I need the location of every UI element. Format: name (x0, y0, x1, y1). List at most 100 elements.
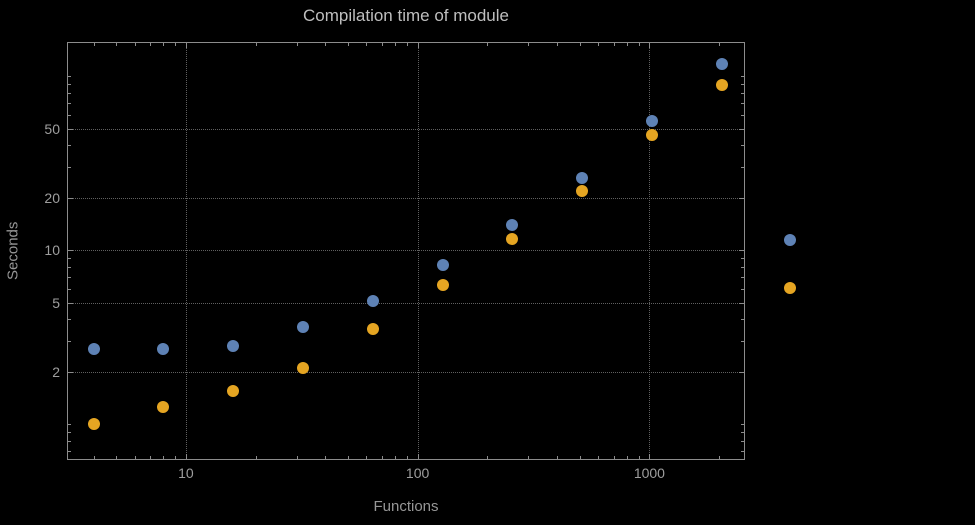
x-tick-mark (407, 456, 408, 459)
y-tick-label: 20 (44, 189, 60, 206)
data-point-series-2 (297, 362, 309, 374)
data-point-series-2 (715, 78, 728, 91)
y-gridline (68, 371, 744, 373)
x-tick-label: 1000 (633, 465, 665, 481)
x-tick-mark (347, 456, 349, 459)
x-tick-mark (528, 43, 530, 46)
y-tick-mark (741, 103, 744, 105)
y-gridline (68, 128, 744, 130)
y-gridline (68, 197, 744, 199)
data-point-series-1 (436, 259, 449, 272)
y-tick-mark (741, 84, 744, 86)
x-tick-label: 10 (178, 465, 194, 481)
y-tick-mark (741, 341, 744, 343)
y-gridline (68, 250, 744, 252)
x-tick-mark (93, 43, 95, 46)
x-tick-mark (579, 43, 581, 46)
y-tick-label: 5 (52, 294, 60, 311)
data-point-series-2 (87, 418, 100, 431)
y-tick-mark (68, 114, 71, 116)
data-point-series-2 (366, 323, 379, 336)
data-point-series-2 (506, 232, 519, 245)
x-tick-mark (407, 43, 408, 46)
x-tick-mark (175, 43, 177, 46)
y-tick-mark (68, 319, 71, 321)
y-tick-mark (741, 167, 744, 169)
x-tick-mark (134, 456, 136, 459)
y-tick-label: 50 (44, 120, 60, 137)
x-tick-mark (613, 456, 615, 459)
x-tick-mark (557, 43, 559, 46)
y-tick-mark (68, 103, 71, 105)
data-point-series-1 (87, 343, 100, 355)
x-tick-mark (649, 43, 651, 48)
y-tick-mark (68, 258, 71, 260)
y-tick-mark (68, 93, 71, 94)
x-tick-mark (296, 43, 298, 46)
x-tick-mark (255, 456, 257, 459)
plot-area: 10 100 1000 2 5 10 20 50 (44, 42, 745, 481)
x-tick-mark (366, 43, 368, 46)
data-point-series-1 (366, 295, 379, 307)
legend (784, 234, 796, 296)
y-tick-mark (739, 128, 744, 130)
x-tick-mark (719, 456, 721, 459)
data-point-series-2 (157, 401, 170, 414)
x-tick-mark (134, 43, 136, 46)
x-tick-mark (93, 456, 95, 459)
x-tick-mark (150, 456, 151, 459)
y-tick-mark (741, 288, 744, 290)
y-tick-mark (741, 432, 744, 433)
x-tick-mark (163, 456, 165, 459)
y-tick-mark (68, 302, 73, 304)
y-tick-mark (68, 440, 71, 442)
x-tick-mark (487, 456, 489, 459)
y-tick-mark (68, 424, 71, 426)
y-tick-mark (741, 440, 744, 442)
data-point-series-2 (576, 184, 588, 197)
y-tick-mark (741, 114, 744, 116)
data-point-series-1 (645, 115, 658, 128)
x-tick-mark (598, 43, 599, 46)
y-axis-label: Seconds (4, 221, 22, 281)
x-tick-mark (325, 456, 327, 459)
x-tick-mark (296, 456, 298, 459)
x-tick-mark (381, 456, 383, 459)
y-tick-mark (739, 371, 744, 373)
x-tick-mark (638, 456, 640, 459)
y-tick-mark (68, 167, 71, 169)
x-tick-mark (417, 43, 419, 48)
y-tick-mark (739, 250, 744, 252)
x-axis-label: Functions (373, 498, 439, 515)
x-tick-mark (395, 456, 397, 459)
y-tick-mark (739, 197, 744, 199)
y-tick-mark (68, 277, 71, 279)
y-tick-mark (741, 145, 744, 147)
x-tick-mark (395, 43, 397, 46)
x-tick-mark (613, 43, 615, 46)
y-tick-mark (741, 258, 744, 260)
y-tick-label: 2 (52, 363, 60, 380)
x-tick-mark (598, 456, 599, 459)
x-tick-mark (185, 43, 187, 48)
y-tick-mark (741, 451, 744, 452)
x-tick-mark (255, 43, 257, 46)
data-point-series-1 (506, 218, 519, 231)
y-tick-label: 10 (44, 242, 60, 259)
x-tick-mark (381, 43, 383, 46)
x-tick-mark (150, 43, 151, 46)
x-tick-mark (175, 456, 177, 459)
x-tick-mark (649, 454, 651, 459)
y-tick-mark (68, 197, 73, 199)
y-tick-mark (741, 93, 744, 94)
y-tick-mark (68, 371, 73, 373)
x-tick-mark (719, 43, 721, 46)
legend-marker-series-2 (784, 282, 796, 294)
y-tick-mark (741, 76, 744, 78)
y-tick-mark (68, 341, 71, 343)
x-tick-mark (528, 456, 530, 459)
x-tick-mark (417, 454, 419, 459)
y-tick-mark (741, 424, 744, 426)
x-tick-mark (116, 43, 118, 46)
